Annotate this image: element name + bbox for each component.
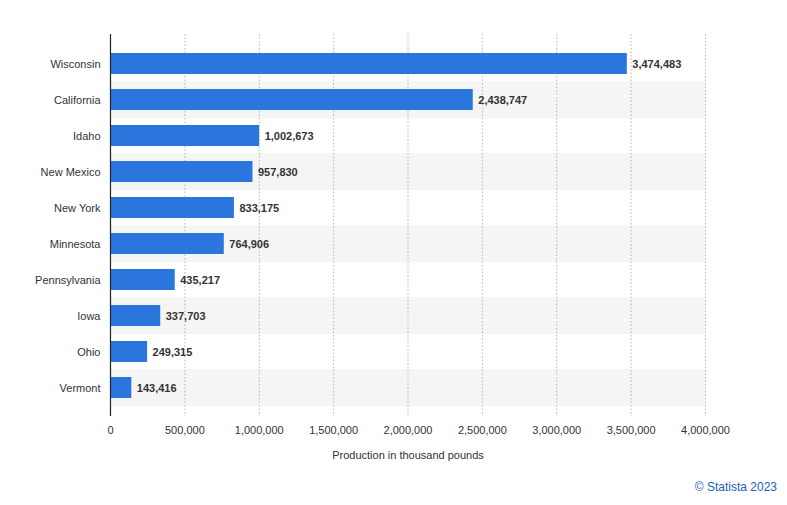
svg-text:New Mexico: New Mexico [41, 166, 101, 178]
svg-text:435,217: 435,217 [180, 274, 220, 286]
svg-text:1,500,000: 1,500,000 [309, 424, 358, 436]
svg-text:4,000,000: 4,000,000 [681, 424, 730, 436]
svg-text:Idaho: Idaho [73, 130, 101, 142]
svg-text:833,175: 833,175 [239, 202, 279, 214]
svg-text:1,002,673: 1,002,673 [265, 130, 314, 142]
svg-text:2,438,747: 2,438,747 [478, 94, 527, 106]
svg-text:957,830: 957,830 [258, 166, 298, 178]
svg-text:500,000: 500,000 [165, 424, 205, 436]
svg-text:2,500,000: 2,500,000 [458, 424, 507, 436]
svg-text:California: California [54, 94, 101, 106]
svg-text:3,500,000: 3,500,000 [607, 424, 656, 436]
svg-text:337,703: 337,703 [166, 310, 206, 322]
svg-text:Minnesota: Minnesota [50, 238, 102, 250]
svg-text:New York: New York [54, 202, 101, 214]
svg-text:249,315: 249,315 [153, 346, 193, 358]
svg-text:2,000,000: 2,000,000 [384, 424, 433, 436]
svg-text:3,474,483: 3,474,483 [632, 58, 681, 70]
svg-text:Ohio: Ohio [77, 346, 100, 358]
svg-text:1,000,000: 1,000,000 [235, 424, 284, 436]
svg-text:Pennsylvania: Pennsylvania [35, 274, 101, 286]
svg-text:Production in thousand pounds: Production in thousand pounds [332, 449, 484, 461]
svg-text:Wisconsin: Wisconsin [50, 58, 100, 70]
svg-text:Vermont: Vermont [60, 382, 101, 394]
svg-text:Iowa: Iowa [77, 310, 101, 322]
html-text:© Statista 2023: © Statista 2023 [694, 480, 777, 494]
svg-text:764,906: 764,906 [229, 238, 269, 250]
svg-text:143,416: 143,416 [137, 382, 177, 394]
svg-text:0: 0 [107, 424, 113, 436]
svg-text:3,000,000: 3,000,000 [532, 424, 581, 436]
